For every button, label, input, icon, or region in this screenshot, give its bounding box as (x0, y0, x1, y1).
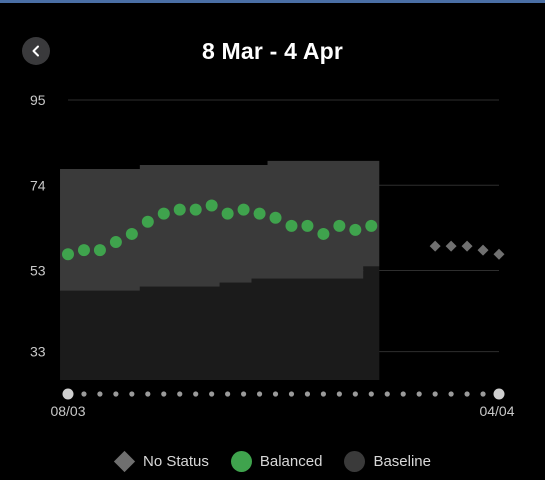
x-end-label: 04/04 (479, 403, 514, 419)
no-status-point-3 (477, 244, 489, 256)
day-dot-20 (384, 391, 390, 397)
day-dot-7 (177, 391, 183, 397)
day-dot-21 (400, 391, 406, 397)
day-dot-11 (240, 391, 247, 397)
no-status-diamond-icon (113, 450, 136, 472)
day-endpoint-dot-27 (493, 388, 505, 400)
y-tick-label-53: 53 (30, 262, 46, 278)
chevron-left-icon (32, 45, 39, 57)
day-dot-14 (288, 391, 295, 397)
day-dot-23 (432, 391, 438, 397)
baseline-circle-icon (344, 450, 366, 472)
balanced-point-2 (93, 244, 106, 257)
balanced-point-10 (221, 207, 234, 220)
day-dot-15 (304, 391, 311, 397)
day-dot-13 (272, 391, 279, 397)
day-dot-6 (161, 391, 167, 397)
balanced-point-18 (349, 223, 362, 236)
balanced-point-1 (77, 244, 90, 257)
balanced-point-14 (285, 219, 298, 232)
balanced-point-16 (317, 227, 330, 240)
no-status-point-0 (429, 240, 441, 252)
day-dot-19 (368, 391, 374, 397)
lower-area (60, 266, 380, 380)
day-dot-25 (464, 391, 470, 397)
x-start-label: 08/03 (50, 403, 85, 419)
legend-item-no-status: No Status (113, 450, 209, 472)
day-dot-1 (81, 391, 87, 397)
legend-item-balanced: Balanced (230, 450, 323, 472)
day-dot-10 (225, 391, 231, 397)
day-endpoint-dot-0 (62, 388, 74, 400)
day-dot-5 (145, 391, 151, 397)
balanced-point-13 (269, 211, 282, 224)
balanced-point-19 (365, 219, 378, 232)
no-status-point-2 (461, 240, 473, 252)
balanced-circle-icon (230, 450, 252, 472)
day-dot-9 (209, 391, 215, 397)
legend-item-baseline: Baseline (344, 450, 431, 472)
balanced-point-6 (157, 207, 170, 220)
balanced-point-17 (333, 219, 346, 232)
legend-label-balanced: Balanced (259, 452, 323, 470)
balanced-point-0 (62, 248, 74, 261)
balanced-point-3 (109, 236, 122, 249)
day-dot-12 (256, 391, 263, 397)
y-tick-label-95: 95 (30, 92, 46, 108)
day-dot-8 (193, 391, 199, 397)
legend-label-baseline: Baseline (373, 452, 431, 470)
balanced-point-5 (141, 215, 154, 228)
balanced-point-7 (173, 203, 186, 216)
y-tick-label-33: 33 (30, 344, 46, 360)
legend-label-no-status: No Status (143, 452, 209, 470)
day-dot-2 (97, 391, 103, 397)
baseline-band (60, 160, 380, 291)
day-dot-22 (416, 391, 422, 397)
header: 8 Mar - 4 Apr (0, 28, 545, 76)
day-dot-16 (320, 391, 327, 397)
y-tick-label-74: 74 (30, 177, 46, 193)
balanced-point-8 (189, 203, 202, 216)
no-status-point-1 (445, 240, 457, 252)
balanced-point-15 (301, 219, 314, 232)
day-dot-18 (352, 391, 358, 397)
day-dot-3 (113, 391, 119, 397)
balanced-point-12 (253, 207, 266, 220)
chart-legend: No Status Balanced Baseline (0, 448, 545, 474)
day-dot-24 (448, 391, 454, 397)
balanced-point-9 (205, 199, 218, 212)
no-status-point-4 (493, 248, 505, 260)
day-dot-4 (129, 391, 135, 397)
balanced-point-4 (125, 227, 138, 240)
status-chart: 33 53 74 95 08/03 04/04 (30, 92, 515, 419)
day-dot-26 (480, 391, 486, 397)
page-title: 8 Mar - 4 Apr (201, 38, 344, 64)
balanced-point-11 (237, 203, 250, 216)
back-button[interactable] (22, 37, 50, 65)
window-top-edge (0, 0, 545, 3)
day-dot-17 (336, 391, 342, 397)
